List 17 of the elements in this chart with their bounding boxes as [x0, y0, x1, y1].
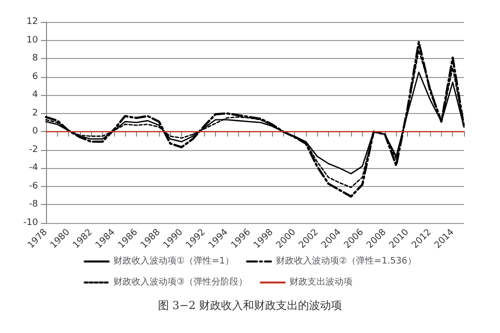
legend-label: 财政收入波动项③（弹性分阶段）	[114, 276, 248, 288]
y-tick-label: 4	[32, 90, 38, 100]
y-tick-label: 8	[32, 54, 38, 64]
y-tick-label: -8	[29, 200, 38, 210]
legend-label: 财政收入波动项②（弹性=1.536）	[276, 256, 416, 266]
y-tick-label: 10	[26, 35, 38, 46]
y-tick-label: 0	[32, 126, 38, 137]
legend-label: 财政支出波动项	[290, 276, 353, 288]
y-tick-label: -10	[23, 218, 38, 228]
y-tick-label: 6	[32, 72, 38, 82]
y-tick-label: -4	[29, 163, 38, 174]
y-tick-label: 2	[32, 108, 38, 118]
y-tick-label: -6	[29, 181, 38, 192]
caption: 图 3−2 财政收入和财政支出的波动项	[158, 299, 342, 312]
y-tick-label: -2	[29, 144, 38, 155]
y-tick-label: 12	[26, 17, 38, 27]
legend-label: 财政收入波动项①（弹性=1）	[114, 256, 234, 266]
